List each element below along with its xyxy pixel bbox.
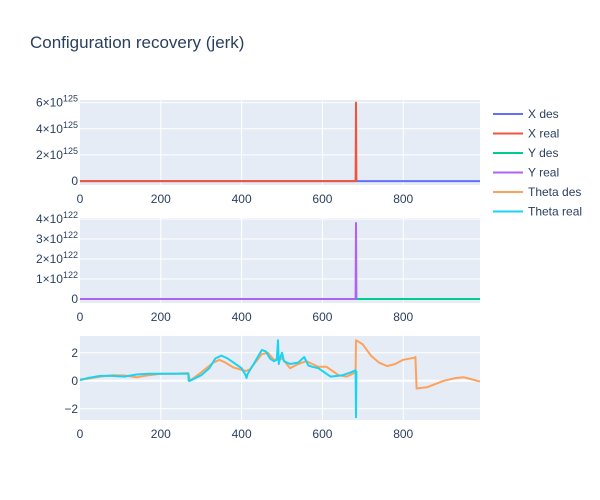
y-tick-label: 0: [71, 174, 78, 188]
y-tick-base: 4×10: [36, 212, 63, 226]
x-tick-label: 200: [151, 427, 171, 441]
x-tick-label: 600: [312, 192, 332, 206]
y-tick-label: 1×10122: [36, 270, 78, 286]
y-tick-exponent: 125: [63, 120, 78, 130]
legend-label-y-real: Y real: [528, 166, 559, 180]
x-tick-label: 0: [77, 427, 84, 441]
plot-background: [80, 336, 480, 420]
y-tick-base: 1×10: [36, 272, 63, 286]
y-tick-label: −2: [64, 402, 78, 416]
y-tick-exponent: 122: [63, 230, 78, 240]
y-tick-exponent: 125: [63, 146, 78, 156]
legend-label-theta-real: Theta real: [528, 205, 582, 219]
y-tick-base: 2×10: [36, 148, 63, 162]
y-tick-base: 6×10: [36, 96, 63, 110]
y-tick-exponent: 122: [63, 210, 78, 220]
legend-label-theta-des: Theta des: [528, 185, 581, 199]
y-tick-label: 6×10125: [36, 94, 78, 110]
y-tick-base: 3×10: [36, 232, 63, 246]
y-tick-label: 3×10122: [36, 230, 78, 246]
series-line-theta-real: [80, 339, 358, 419]
y-tick-base: 2×10: [36, 252, 63, 266]
y-tick-label: 2×10122: [36, 250, 78, 266]
plot-background: [80, 100, 480, 185]
x-tick-label: 400: [232, 192, 252, 206]
legend: X des X real Y des Y real Theta des Theta rea…: [493, 107, 582, 219]
x-tick-label: 0: [77, 192, 84, 206]
y-tick-exponent: 122: [63, 270, 78, 280]
legend-label-y-des: Y des: [528, 146, 558, 160]
x-tick-label: 200: [151, 310, 171, 324]
legend-label-x-des: X des: [528, 107, 559, 121]
series-line-x-real: [80, 101, 358, 183]
x-tick-label: 400: [232, 427, 252, 441]
y-tick-exponent: 125: [63, 94, 78, 104]
subplot-3: 0 200 400 600 800 −2 0 2: [64, 336, 480, 441]
x-tick-label: 600: [312, 310, 332, 324]
y-tick-label: 0: [71, 374, 78, 388]
subplot-2: 0 200 400 600 80001×101222×101223×101224×101…: [36, 210, 480, 324]
x-tick-label: 200: [151, 192, 171, 206]
y-tick-label: 0: [71, 292, 78, 306]
y-tick-label: 4×10122: [36, 210, 78, 226]
x-tick-label: 800: [393, 192, 413, 206]
y-tick-base: 4×10: [36, 122, 63, 136]
y-tick-exponent: 122: [63, 250, 78, 260]
y-tick-label: 2: [71, 346, 78, 360]
x-tick-label: 400: [232, 310, 252, 324]
x-tick-label: 800: [393, 310, 413, 324]
x-tick-label: 0: [77, 310, 84, 324]
series-line-y-real: [80, 222, 358, 300]
chart-title: Configuration recovery (jerk): [30, 33, 245, 52]
x-tick-label: 600: [312, 427, 332, 441]
x-tick-label: 800: [393, 427, 413, 441]
plot-background: [80, 218, 480, 303]
legend-label-x-real: X real: [528, 127, 559, 141]
y-tick-label: 2×10125: [36, 146, 78, 162]
y-tick-label: 4×10125: [36, 120, 78, 136]
